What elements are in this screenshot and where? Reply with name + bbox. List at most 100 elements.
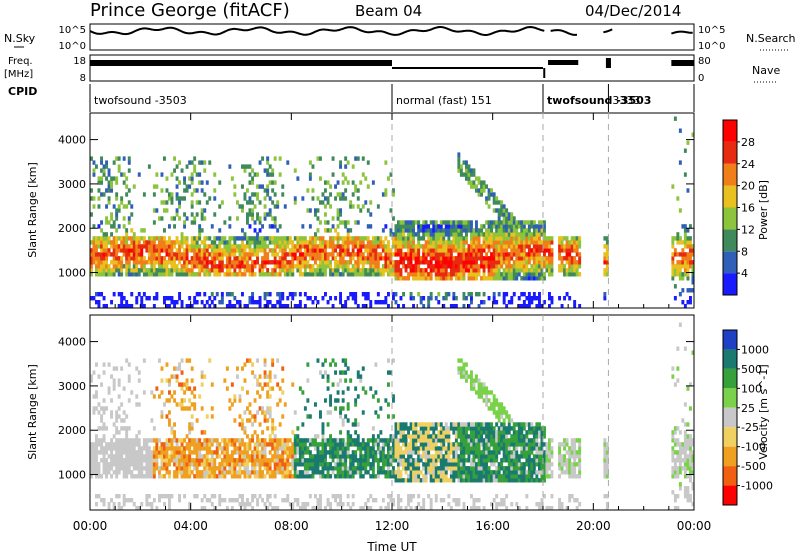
power-cell — [374, 272, 377, 276]
velocity-cell — [312, 458, 315, 462]
velocity-cell — [133, 446, 136, 450]
velocity-cell — [306, 378, 309, 382]
velocity-cell — [148, 446, 151, 450]
power-cell — [495, 268, 498, 272]
power-cell — [173, 244, 176, 248]
velocity-cell — [231, 450, 234, 454]
velocity-cell — [158, 474, 161, 478]
power-cell — [470, 168, 473, 172]
velocity-cell — [181, 442, 184, 446]
velocity-cell — [166, 414, 169, 418]
velocity-cell — [276, 462, 279, 466]
power-cell — [233, 268, 236, 272]
power-cell — [354, 260, 357, 264]
velocity-cell — [425, 458, 428, 462]
power-cell — [437, 300, 440, 304]
power-cell — [417, 260, 420, 264]
power-cell — [510, 232, 513, 236]
power-cell — [470, 240, 473, 244]
power-cell — [483, 184, 486, 188]
power-cell — [447, 292, 450, 296]
power-cell — [206, 180, 209, 184]
power-cell — [221, 268, 224, 272]
velocity-cell — [269, 458, 272, 462]
velocity-cell — [354, 418, 357, 422]
power-cell — [226, 240, 229, 244]
velocity-cell — [304, 406, 307, 410]
velocity-cell — [228, 498, 231, 502]
power-cell — [407, 252, 410, 256]
power-cell — [110, 260, 113, 264]
velocity-cell — [233, 398, 236, 402]
power-cell — [470, 252, 473, 256]
velocity-cell — [369, 386, 372, 390]
velocity-cell — [367, 442, 370, 446]
power-cell — [261, 244, 264, 248]
power-cell — [551, 300, 554, 304]
power-cell — [387, 260, 390, 264]
power-cell — [344, 224, 347, 228]
power-cell — [407, 276, 410, 280]
power-cell — [676, 240, 679, 244]
velocity-cell — [123, 426, 126, 430]
power-cell — [503, 240, 506, 244]
power-cell — [508, 252, 511, 256]
power-cell — [520, 292, 523, 296]
power-cell — [317, 228, 320, 232]
power-cell — [525, 268, 528, 272]
power-cell — [505, 292, 508, 296]
power-cell — [312, 236, 315, 240]
velocity-cell — [125, 462, 128, 466]
power-cell — [568, 252, 571, 256]
velocity-cell — [166, 454, 169, 458]
power-cell — [493, 220, 496, 224]
power-cell — [384, 264, 387, 268]
power-cell — [140, 236, 143, 240]
velocity-cell — [239, 450, 242, 454]
velocity-cell — [183, 438, 186, 442]
power-cell — [440, 232, 443, 236]
velocity-cell — [337, 470, 340, 474]
power-cell — [226, 268, 229, 272]
velocity-cell — [269, 470, 272, 474]
velocity-cell — [460, 478, 463, 482]
velocity-cell — [417, 422, 420, 426]
power-cell — [684, 260, 687, 264]
power-cell — [181, 256, 184, 260]
power-cell — [115, 264, 118, 268]
power-cell — [500, 200, 503, 204]
velocity-cell — [95, 502, 98, 506]
velocity-cell — [181, 450, 184, 454]
power-cell — [123, 204, 126, 208]
power-cell — [196, 236, 199, 240]
velocity-cell — [372, 466, 375, 470]
velocity-cell — [241, 450, 244, 454]
velocity-cell — [352, 438, 355, 442]
velocity-cell — [105, 450, 108, 454]
velocity-cell — [437, 458, 440, 462]
power-cell — [352, 236, 355, 240]
power-cell — [115, 212, 118, 216]
power-colorbar-swatch — [723, 186, 737, 208]
power-cell — [671, 256, 674, 260]
power-cell — [379, 300, 382, 304]
velocity-cell — [148, 450, 151, 454]
velocity-cell — [176, 470, 179, 474]
velocity-cell — [304, 474, 307, 478]
velocity-cell — [460, 466, 463, 470]
power-cell — [510, 228, 513, 232]
power-cell — [503, 300, 506, 304]
power-cell — [233, 272, 236, 276]
power-cell — [327, 228, 330, 232]
velocity-cell — [357, 466, 360, 470]
velocity-cell — [161, 474, 164, 478]
velocity-cell — [301, 454, 304, 458]
power-cell — [495, 228, 498, 232]
power-cell — [407, 264, 410, 268]
velocity-cell — [457, 442, 460, 446]
power-cell — [244, 268, 247, 272]
power-cell — [568, 260, 571, 264]
velocity-cell — [447, 446, 450, 450]
power-cell — [347, 240, 350, 244]
power-cell — [435, 264, 438, 268]
